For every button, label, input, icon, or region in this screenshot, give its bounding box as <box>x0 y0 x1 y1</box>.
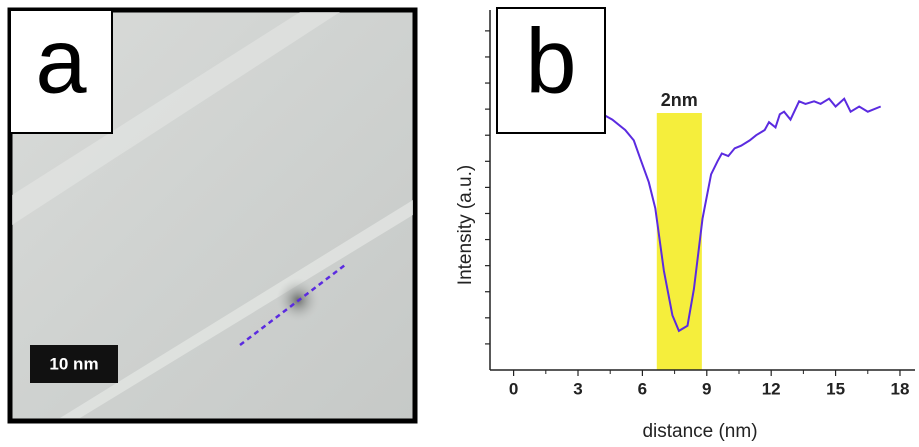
x-axis-label: distance (nm) <box>642 421 757 442</box>
panel-label: a <box>35 10 87 112</box>
x-tick-label: 6 <box>638 379 647 398</box>
image-panel: a 10 nm <box>7 7 418 424</box>
x-tick-label: 18 <box>891 379 910 398</box>
y-axis-label: Intensity (a.u.) <box>455 165 476 285</box>
profile-line <box>239 264 346 346</box>
scale-bar-label: 10 nm <box>49 354 98 373</box>
x-tick-label: 9 <box>702 379 711 398</box>
x-tick-label: 3 <box>573 379 582 398</box>
bright-band <box>12 12 340 225</box>
panel-label: b <box>525 10 576 112</box>
scale-bar <box>30 345 118 383</box>
highlight-band <box>656 113 702 370</box>
chart: 2nm 0 3 6 9 12 15 18 distance (nm) Intensity (a.u… <box>455 10 915 442</box>
label-box <box>9 9 113 134</box>
bright-band <box>60 200 413 418</box>
x-tick-label: 0 <box>509 379 518 398</box>
x-tick-label: 15 <box>826 379 845 398</box>
x-tick-label: 12 <box>762 379 781 398</box>
line <box>602 97 882 333</box>
annotation: 2nm <box>661 90 698 110</box>
label-box <box>496 7 606 134</box>
